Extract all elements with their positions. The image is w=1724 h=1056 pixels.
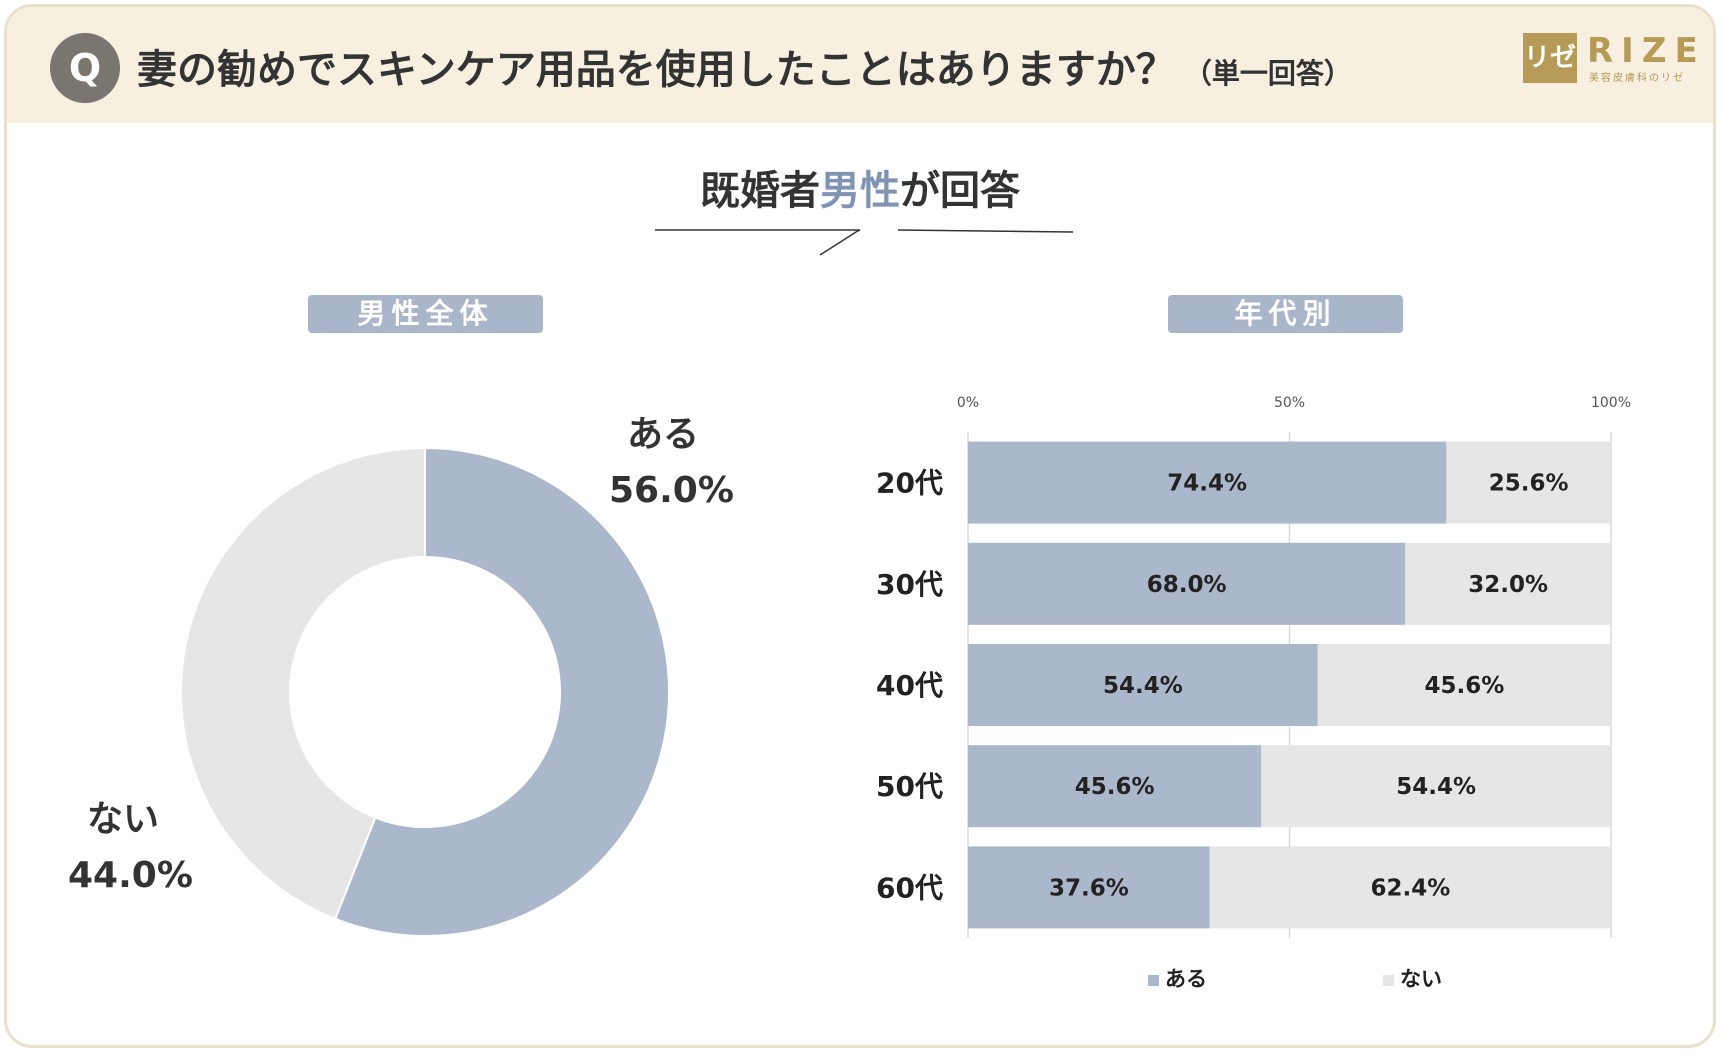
brand-logo-text: RIZE (1587, 31, 1706, 71)
question-main: 妻の勧めでスキンケア用品を使用したことはありますか？ (137, 47, 1176, 93)
donut-slice-nai (180, 446, 426, 921)
bar-data-label: 37.6% (1049, 875, 1129, 901)
bar-title-pill: 年代別 (1168, 295, 1403, 333)
pointer-line-left (655, 229, 861, 256)
bar-data-label: 54.4% (1396, 774, 1476, 800)
y-category-label: 40代 (876, 669, 943, 702)
donut-value-aru: 56.0% (609, 470, 734, 511)
y-category-label: 60代 (876, 871, 943, 904)
bar-segment-nai (1209, 846, 1611, 929)
x-tick-label: 100% (1591, 395, 1631, 411)
brand-logo-subtext: 美容皮膚科のリゼ (1589, 73, 1685, 84)
donut-value-nai: 44.0% (68, 855, 193, 896)
bar-segment-aru (968, 846, 1210, 929)
y-category-label: 30代 (876, 568, 943, 601)
y-category-label: 20代 (876, 467, 943, 500)
bar-data-label: 45.6% (1075, 774, 1155, 800)
bar-data-label: 54.4% (1103, 673, 1183, 699)
y-category-label: 50代 (876, 770, 943, 803)
x-tick-label: 0% (957, 395, 979, 411)
bar-data-label: 45.6% (1424, 673, 1504, 699)
legend-label-aru: ある (1165, 967, 1207, 991)
question-header: Q 妻の勧めでスキンケア用品を使用したことはありますか？ （単一回答） リゼ RI… (7, 7, 1713, 123)
bar-data-label: 68.0% (1147, 572, 1227, 598)
bar-data-label: 25.6% (1489, 471, 1569, 497)
bar-segment-nai (1317, 644, 1611, 726)
bar-segment-nai (1446, 441, 1611, 524)
donut-slice-aru (333, 446, 670, 937)
subtitle-accent: 男性 (820, 168, 900, 214)
question-text: 妻の勧めでスキンケア用品を使用したことはありますか？ （単一回答） (137, 37, 1352, 95)
bar-segment-aru (968, 542, 1406, 625)
chart-subtitle: 既婚者男性が回答 (650, 158, 1070, 216)
legend-swatch-nai (1383, 975, 1394, 986)
bar-data-label: 74.4% (1167, 471, 1247, 497)
bar-data-label: 62.4% (1370, 875, 1450, 901)
subtitle-prefix: 既婚者 (700, 168, 820, 214)
question-badge: Q (50, 33, 120, 103)
subtitle-suffix: が回答 (900, 168, 1020, 214)
x-tick-label: 50% (1274, 395, 1305, 411)
bar-segment-aru (968, 644, 1318, 726)
pointer-line-right (897, 229, 1074, 233)
donut-label-nai: ない (87, 799, 160, 840)
bar-segment-nai (1405, 542, 1611, 625)
bar-segment-aru (968, 441, 1447, 524)
bar-segment-aru (968, 745, 1262, 828)
question-note: （単一回答） (1183, 57, 1352, 90)
bar-data-label: 32.0% (1468, 572, 1548, 598)
legend-swatch-aru (1148, 975, 1159, 986)
donut-title-pill: 男性全体 (308, 295, 543, 333)
legend-label-nai: ない (1400, 967, 1442, 991)
bar-segment-nai (1261, 745, 1611, 828)
donut-label-aru: ある (627, 414, 700, 455)
brand-logo-mark: リゼ (1523, 33, 1577, 83)
